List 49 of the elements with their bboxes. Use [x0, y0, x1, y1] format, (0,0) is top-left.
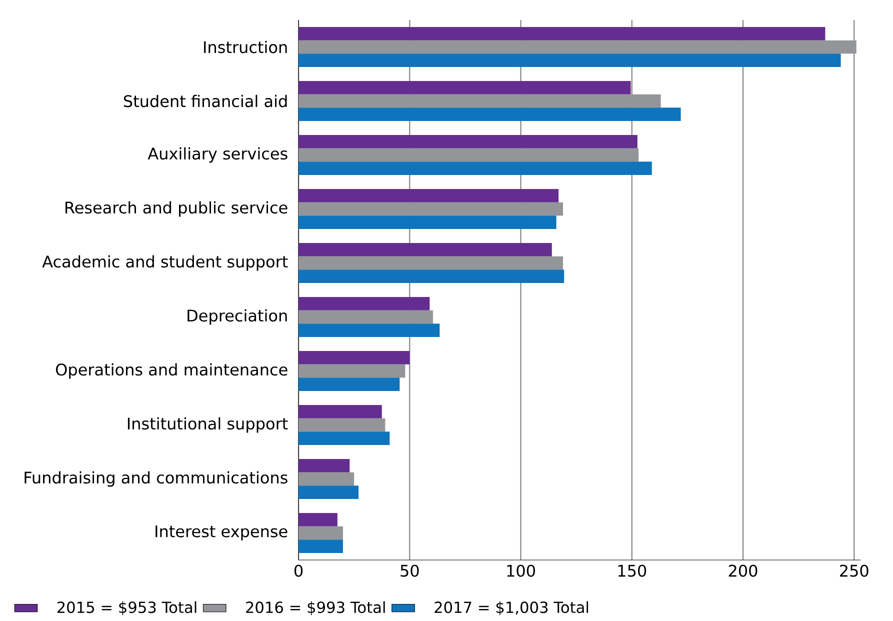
bar [298, 526, 343, 540]
bar [298, 216, 556, 229]
y-tick-label: Instruction [204, 40, 287, 54]
bar [298, 54, 841, 68]
bar [298, 405, 382, 418]
x-tick-label: 150 [618, 564, 646, 577]
bar [298, 27, 826, 40]
bar [298, 270, 564, 283]
legend-label: 2016 = $993 Total [246, 601, 385, 616]
legend-label: 2017 = $1,003 Total [434, 601, 588, 616]
bar [298, 148, 639, 162]
x-tick-label: 100 [507, 564, 535, 577]
x-tick-label: 50 [400, 564, 419, 577]
bar [298, 472, 354, 486]
bar [298, 540, 343, 553]
bar [298, 418, 386, 432]
bar [298, 432, 390, 445]
bar [298, 81, 631, 94]
bar [298, 108, 681, 121]
y-tick-label: Operations and maintenance [56, 363, 288, 379]
y-tick-label: Institutional support [128, 417, 288, 433]
legend-label: 2015 = $953 Total [57, 601, 196, 616]
bar [298, 202, 563, 216]
bar [298, 297, 430, 310]
y-tick-label: Research and public service [66, 201, 288, 217]
y-tick-label: Interest expense [156, 525, 288, 540]
bar [298, 162, 652, 175]
bar [298, 512, 338, 526]
y-tick-label: Auxiliary services [148, 147, 288, 163]
bar [298, 378, 400, 391]
y-tick-label: Fundraising and communications [24, 471, 288, 487]
x-tick-label: 250 [840, 564, 868, 577]
bar [298, 243, 552, 256]
bar [298, 324, 440, 337]
y-tick-label: Student financial aid [124, 94, 287, 108]
bar [298, 40, 856, 54]
bar [298, 364, 406, 378]
bar [298, 94, 661, 108]
x-tick-label: 200 [728, 564, 758, 577]
bar [298, 350, 410, 364]
bar [298, 135, 638, 148]
bar [298, 189, 559, 202]
bar [298, 310, 433, 324]
bar [298, 256, 563, 270]
y-tick-label: Depreciation [188, 309, 287, 325]
x-tick-label: 0 [294, 564, 303, 577]
bar [298, 458, 350, 472]
y-tick-label: Academic and student support [42, 255, 288, 271]
bar [298, 486, 359, 499]
